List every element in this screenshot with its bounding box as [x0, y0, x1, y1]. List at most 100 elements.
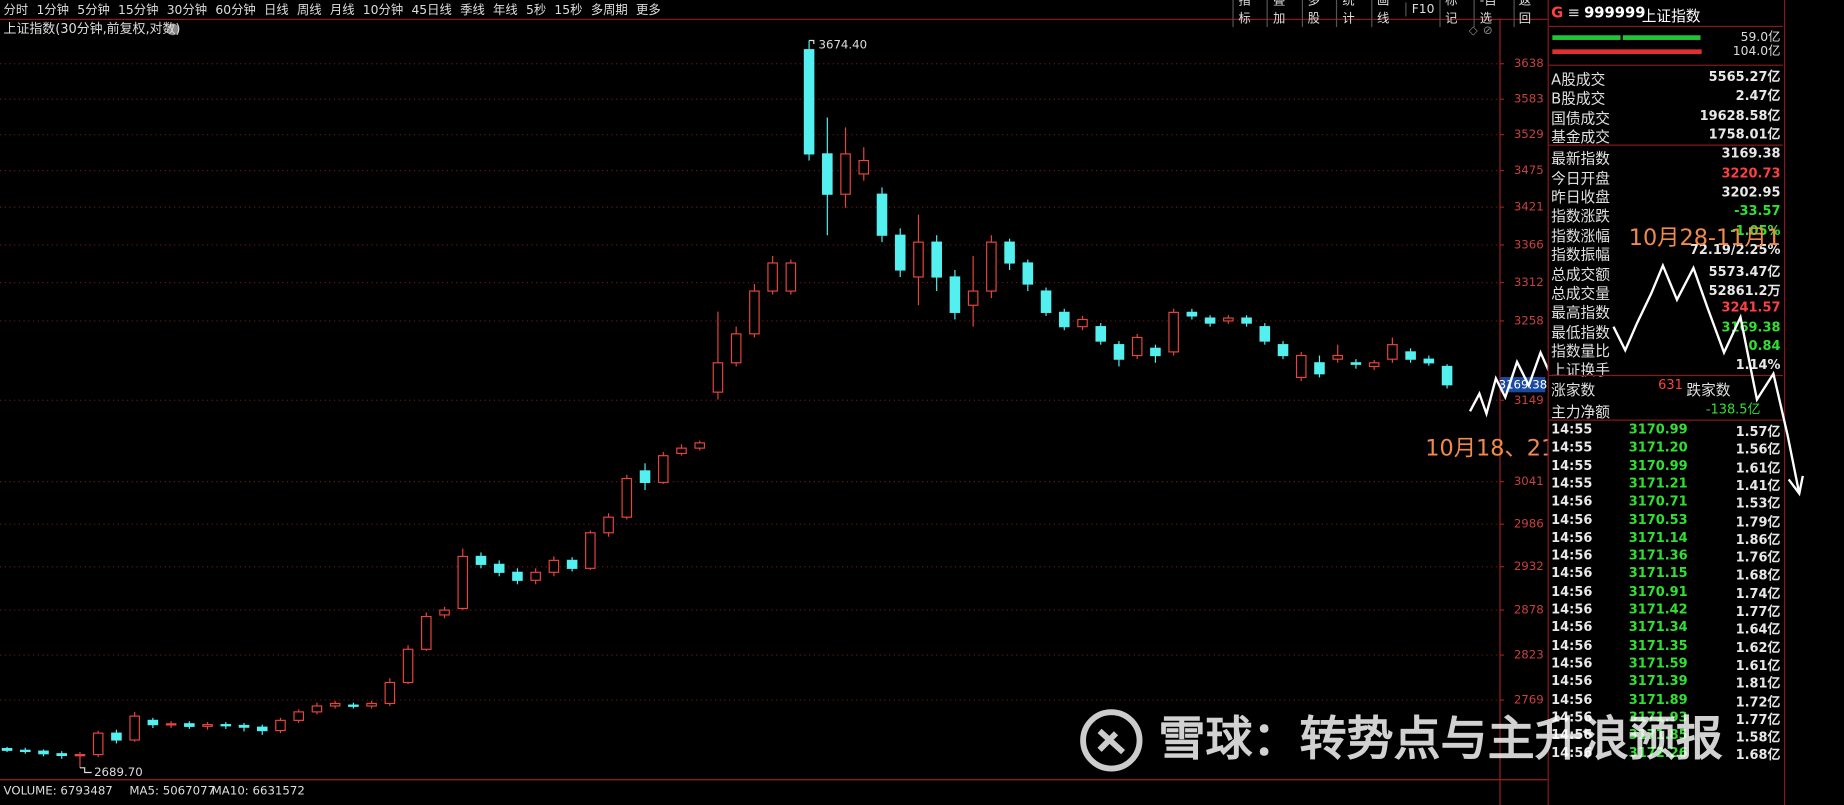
- candle-body: [475, 555, 487, 565]
- candle-body: [585, 532, 596, 569]
- y-tick-label: 3366: [1514, 237, 1544, 251]
- panel-name: 上证指数: [1641, 7, 1701, 25]
- period-tab[interactable]: 季线: [460, 2, 485, 18]
- period-tab[interactable]: 分时: [3, 2, 29, 18]
- y-tick-label: 2986: [1514, 517, 1544, 531]
- quote-panel: G ≡ 999999 上证指数 59.0亿 104.0亿 A股成交 5565.27亿 B…: [1547, 0, 1786, 805]
- candle-body: [1204, 317, 1216, 324]
- period-tab[interactable]: 15秒: [554, 2, 583, 18]
- flow-bar: [1622, 35, 1701, 40]
- period-tab[interactable]: 10分钟: [362, 2, 404, 18]
- period-tab[interactable]: 周线: [296, 2, 322, 18]
- toolbar-button[interactable]: 标记: [1439, 0, 1474, 28]
- y-tick-label: 3258: [1514, 313, 1544, 327]
- icon[interactable]: ⊘: [1483, 23, 1493, 37]
- menu-icon[interactable]: ≡: [1567, 3, 1580, 22]
- period-tab[interactable]: 45日线: [411, 2, 452, 18]
- candle-body: [293, 711, 304, 721]
- flow-label: 主力净额: [1551, 403, 1610, 421]
- candle-body: [822, 153, 833, 195]
- row-label: 最低指数: [1551, 322, 1610, 341]
- row-value: 3169.38: [1721, 146, 1781, 162]
- tick-time: 14:56: [1551, 637, 1593, 653]
- y-tick-label: 3583: [1514, 92, 1544, 106]
- row-value: 2.47亿: [1735, 88, 1781, 104]
- arrow-head: [1787, 475, 1804, 497]
- row-value: 5573.47亿: [1708, 263, 1781, 280]
- candle-body: [74, 754, 86, 757]
- tick-price: 3171.89: [1628, 691, 1688, 707]
- row-label: 指数量比: [1551, 341, 1610, 360]
- candle-body: [165, 723, 177, 726]
- row-value: 3169.38: [1721, 319, 1781, 335]
- candle-body: [1241, 317, 1252, 324]
- candle-body: [311, 705, 323, 713]
- toolbar-button[interactable]: 画线: [1371, 0, 1406, 28]
- period-tab[interactable]: 日线: [264, 2, 289, 18]
- tick-volume: 1.41亿: [1735, 478, 1781, 494]
- row-label: 上证换手: [1551, 361, 1610, 379]
- tick-time: 14:56: [1551, 565, 1593, 582]
- tick-volume: 1.68亿: [1735, 747, 1781, 764]
- candle-body: [603, 516, 614, 534]
- row-value: 0.84: [1748, 338, 1781, 354]
- icon[interactable]: [166, 23, 179, 36]
- candle-body: [366, 702, 377, 707]
- candle-body: [566, 559, 578, 569]
- candle-body: [694, 442, 706, 449]
- y-tick-label: 3529: [1514, 127, 1544, 141]
- candle-body: [1004, 241, 1015, 264]
- toolbar-button[interactable]: F10: [1405, 2, 1439, 17]
- high-marker: [809, 39, 815, 45]
- low-marker: [79, 767, 92, 774]
- tick-price: 3171.39: [1628, 673, 1688, 689]
- volume-ma: MA10: 6631572: [212, 783, 305, 797]
- period-tab[interactable]: 60分钟: [215, 2, 256, 18]
- divider: [1548, 64, 1783, 66]
- flow-value: 104.0亿: [1732, 44, 1781, 59]
- row-value: 3202.95: [1721, 184, 1781, 200]
- tick-time: 14:56: [1551, 745, 1593, 761]
- period-tab[interactable]: 30分钟: [166, 2, 208, 18]
- period-tab[interactable]: 年线: [493, 2, 518, 18]
- toolbar-button[interactable]: 多股: [1301, 0, 1337, 28]
- period-tab[interactable]: 5分钟: [77, 2, 110, 18]
- period-menu: 分时 1分钟 5分钟 15分钟 30分钟 60分钟 日线 周线 月线 10分钟 45日线 季线 年线 5秒…: [0, 0, 1232, 19]
- candle-body: [238, 724, 250, 728]
- candle-body: [1, 747, 13, 751]
- period-tab[interactable]: 更多: [635, 2, 661, 18]
- candle-body: [1405, 351, 1416, 360]
- row-label: B股成交: [1551, 89, 1606, 108]
- candle-body: [1259, 326, 1271, 342]
- period-tab[interactable]: 多周期: [590, 2, 628, 18]
- toolbar-button[interactable]: 统计: [1336, 0, 1371, 28]
- period-tab[interactable]: 月线: [329, 2, 355, 18]
- candle-body: [1058, 311, 1070, 328]
- candle-body: [56, 753, 68, 757]
- candle-body: [840, 153, 851, 195]
- row-label: 指数振幅: [1551, 245, 1610, 264]
- panel-code: 999999: [1584, 3, 1646, 22]
- period-tab[interactable]: 15分钟: [118, 2, 159, 18]
- candle-body: [1368, 362, 1380, 368]
- toolbar-button[interactable]: 返回: [1512, 0, 1548, 28]
- y-tick-label: 3041: [1514, 474, 1544, 488]
- toolbar-button[interactable]: 指标: [1232, 0, 1267, 28]
- candle-body: [1022, 262, 1034, 285]
- candle-body: [785, 262, 797, 292]
- candle-body: [457, 555, 469, 610]
- toolbar-button[interactable]: -自选: [1473, 0, 1513, 28]
- panel-tag: G: [1551, 3, 1564, 22]
- row-label: 指数涨幅: [1551, 226, 1610, 245]
- candle-body: [530, 571, 541, 581]
- toolbar-button[interactable]: 叠加: [1267, 0, 1302, 28]
- chart: ◇ ⊘ 上证指数(30分钟,前复权,对数) 3638 3583 3529 3475 34…: [0, 18, 1548, 805]
- icon[interactable]: ◇: [1469, 23, 1478, 37]
- candle-body: [931, 241, 942, 278]
- period-tab[interactable]: 1分钟: [36, 2, 70, 18]
- tick-time: 14:56: [1551, 727, 1593, 743]
- high-label: 3674.40: [818, 38, 867, 52]
- row-label: 最新指数: [1551, 149, 1610, 168]
- period-tab[interactable]: 5秒: [525, 2, 547, 18]
